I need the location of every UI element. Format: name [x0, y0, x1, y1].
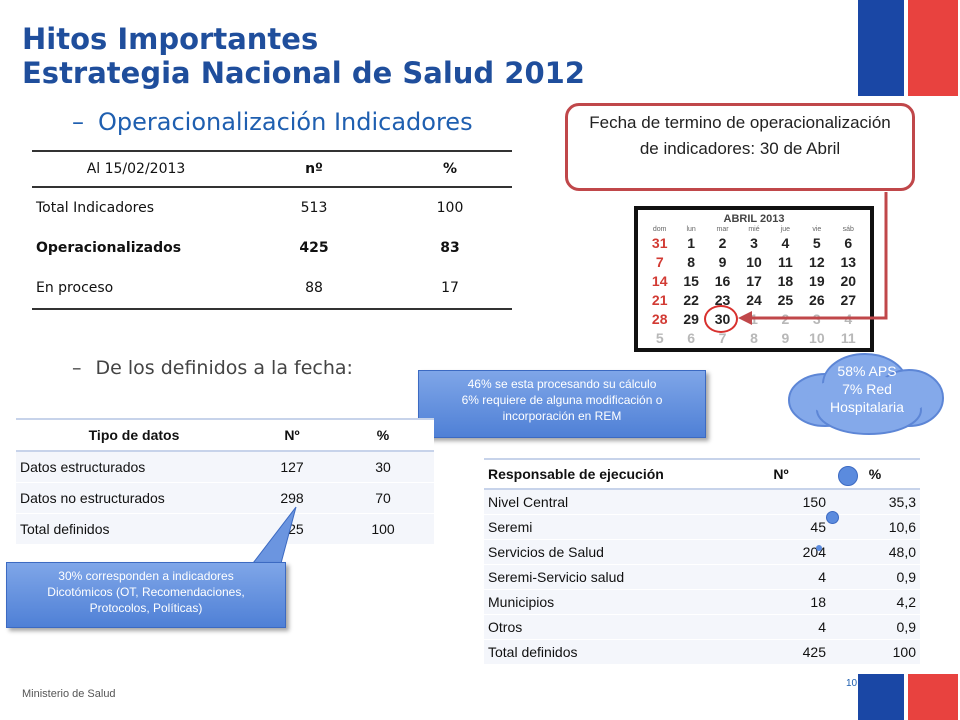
table-row: Servicios de Salud 204 48,0 [484, 539, 920, 565]
page-title: Hitos Importantes Estrategia Nacional de… [22, 22, 585, 90]
table-row: Operacionalizados 425 83 [36, 240, 460, 256]
calendar-day: 22 [683, 292, 699, 308]
calendar-day: 10 [746, 254, 762, 270]
calendar-weekday: vie [812, 226, 822, 233]
calendar-day: 9 [718, 254, 727, 270]
calendar-day: 9 [781, 330, 790, 346]
calendar-day: 15 [683, 273, 699, 289]
calendar-weekday: sáb [842, 226, 854, 233]
calendar-day: 28 [651, 311, 668, 327]
indicators-table: Al 15/02/2013 nº % Total Indicadores 513… [32, 150, 512, 310]
cloud-shape [788, 353, 944, 435]
calendar-day: 6 [687, 330, 696, 346]
callout-bottom: 30% corresponden a indicadores Dicotómic… [6, 562, 286, 628]
calendar-day: 25 [777, 292, 794, 308]
table-row: Municipios 18 4,2 [484, 589, 920, 615]
calendar-day: 8 [750, 330, 758, 346]
indicators-header-date: Al 15/02/2013 [32, 150, 240, 188]
calendar-week: 7 8 9 10 11 12 13 [644, 253, 864, 272]
calendar-day: 16 [714, 273, 731, 289]
table-row: En proceso 88 17 [32, 268, 512, 310]
bubble-dot-medium [826, 511, 839, 524]
table-row: Seremi-Servicio salud 4 0,9 [484, 564, 920, 590]
highlight-circle [704, 305, 738, 333]
footer-ministry: Ministerio de Salud [22, 688, 116, 700]
calendar-day: 13 [840, 254, 857, 270]
calendar-day: 5 [812, 235, 821, 251]
calendar-week: 21 22 23 24 25 26 27 [644, 291, 864, 310]
table-row: Datos estructurados 127 30 [16, 451, 434, 483]
calendar-day: 14 [651, 273, 668, 289]
deadline-box: Fecha de termino de operacionalización d… [565, 103, 915, 191]
calendar-day: 31 [651, 235, 668, 251]
bullet-definidos: – De los definidos a la fecha: [72, 357, 353, 379]
calendar-day: 3 [750, 235, 758, 251]
calendar-day: 10 [809, 330, 825, 346]
calendar-day: 12 [809, 254, 825, 270]
calendar-day: 6 [844, 235, 853, 251]
calendar-day: 11 [777, 254, 793, 270]
bubble-dot-large [838, 466, 858, 486]
calendar-day: 11 [840, 330, 856, 346]
calendar-weekdays: dom lun mar mié jue vie sáb [644, 225, 864, 234]
indicators-header-pct: % [388, 150, 512, 188]
calendar-day: 17 [746, 273, 762, 289]
calendar-day: 8 [687, 254, 696, 270]
calendar-day: 23 [714, 292, 731, 308]
arrow-box-to-date [738, 192, 888, 325]
calendar-day: 4 [781, 235, 790, 251]
calendar-weekday: jue [780, 226, 791, 233]
callout-top: 46% se esta procesando su cálculo 6% req… [418, 370, 706, 438]
responsible-table: Responsable de ejecución Nº % Nivel Cent… [484, 458, 920, 665]
calendar-week: 5 6 7 8 9 10 11 [644, 329, 864, 348]
table-row: Seremi 45 10,6 [484, 514, 920, 540]
calendar-weekday: lun [686, 226, 696, 233]
bullet-operacionalizacion: – Operacionalización Indicadores [72, 108, 473, 136]
table-row: Otros 4 0,9 [484, 614, 920, 640]
calendar-day: 7 [655, 254, 664, 270]
table-row: Total definidos 425 100 [16, 513, 434, 545]
table-row: Datos no estructurados 298 70 [16, 482, 434, 514]
calendar: ABRIL 2013 dom lun mar mié jue vie sáb 31 1 2 3 4 5… [634, 206, 874, 352]
calendar-day: 21 [651, 292, 668, 308]
calendar-title: ABRIL 2013 [723, 213, 785, 225]
calendar-day: 19 [809, 273, 825, 289]
calendar-day: 26 [809, 292, 825, 308]
calendar-day: 29 [683, 311, 699, 327]
calendar-week: 14 15 16 17 18 19 20 [644, 272, 864, 291]
bubble-dot-small [816, 545, 822, 551]
calendar-weekday: dom [652, 226, 667, 233]
table-row: Total Indicadores 513 100 [36, 200, 464, 216]
calendar-day: 27 [840, 292, 857, 308]
calendar-weekday: mié [748, 226, 760, 233]
calendar-day: 20 [840, 273, 857, 289]
cloud-text: 58% APS 7% Red Hospitalaria [830, 363, 904, 415]
flag-logo-top [858, 0, 960, 102]
calendar-day: 5 [655, 330, 664, 346]
page-number: 10 [846, 678, 858, 689]
calendar-day: 18 [777, 273, 794, 289]
calendar-day: 1 [687, 235, 696, 251]
table-row: Total definidos 425 100 [484, 639, 920, 665]
flag-logo-bottom [858, 672, 960, 720]
calendar-week: 31 1 2 3 4 5 6 [644, 234, 864, 253]
calendar-day: 7 [718, 330, 727, 346]
calendar-weekday: mar [716, 226, 729, 233]
calendar-day: 24 [746, 292, 762, 308]
indicators-header-n: nº [240, 150, 388, 188]
table-row: Nivel Central 150 35,3 [484, 489, 920, 515]
data-type-table: Tipo de datos Nº % Datos estructurados 1… [16, 418, 434, 545]
calendar-day: 2 [718, 235, 727, 251]
